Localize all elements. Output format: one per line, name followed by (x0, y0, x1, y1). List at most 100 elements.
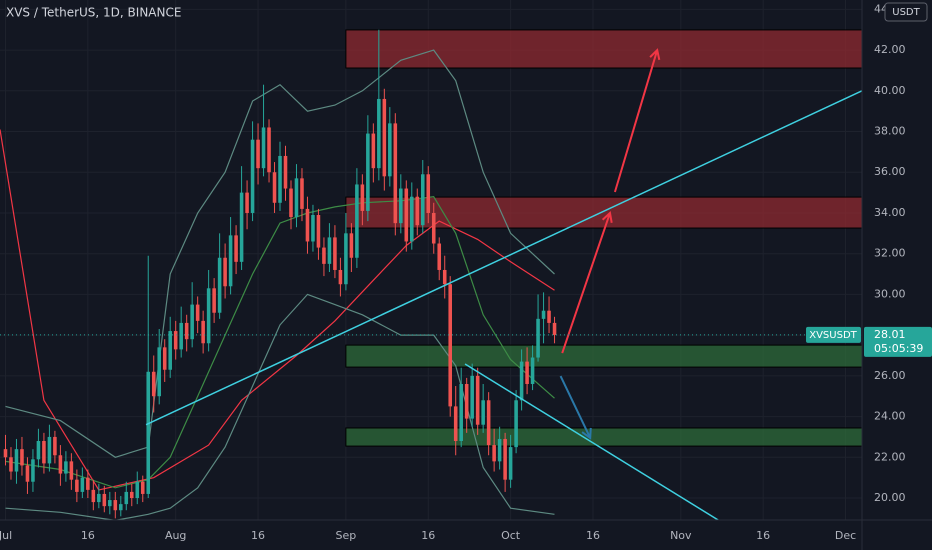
y-tick-label: 32.00 (874, 247, 906, 260)
candle-body (80, 477, 85, 492)
x-tick-label: 16 (251, 529, 265, 542)
candle-body (272, 172, 277, 203)
currency-box (884, 2, 928, 22)
candle-body (195, 304, 200, 321)
candle-body (42, 441, 46, 464)
candle-body (25, 465, 30, 482)
x-tick-label: Oct (501, 529, 521, 542)
candle-body (525, 361, 529, 384)
candle-body (355, 184, 359, 258)
candle-body (552, 322, 557, 335)
y-tick-label: 30.00 (874, 287, 906, 300)
y-tick-label: 36.00 (874, 165, 906, 178)
countdown-label: 05:05:39 (874, 342, 923, 355)
candle-body (108, 500, 112, 507)
candle-body (475, 375, 480, 425)
candle-body (426, 174, 431, 213)
candle-body (382, 98, 387, 177)
candle-body (75, 479, 79, 492)
candle-body (113, 500, 118, 511)
candle-body (20, 449, 24, 466)
candle-body (69, 461, 74, 480)
candle-body (393, 123, 398, 224)
candle-body (338, 269, 343, 285)
candle-body (333, 237, 337, 270)
y-tick-label: 38.00 (874, 125, 906, 138)
x-tick-label: 16 (81, 529, 95, 542)
indicator-line (0, 129, 555, 491)
arrow (613, 48, 661, 193)
price-zone (345, 344, 862, 368)
candle-body (47, 436, 52, 464)
x-tick-label: 16 (586, 529, 600, 542)
candle-body (261, 127, 266, 169)
candle-body (184, 322, 189, 340)
candle-body (217, 257, 222, 313)
candle-body (409, 196, 414, 242)
price-zone (345, 427, 862, 447)
candle-body (388, 123, 392, 177)
candle-body (448, 284, 453, 407)
candle-body (173, 331, 178, 350)
candle-body (245, 192, 249, 213)
candle-body (64, 461, 68, 474)
candle-body (179, 322, 183, 350)
y-tick-label: 42.00 (874, 43, 906, 56)
candle-body (206, 288, 211, 344)
candle-body (289, 188, 293, 218)
candle-body (294, 178, 299, 218)
candle-body (97, 493, 101, 503)
candle-body (316, 215, 321, 248)
trend-line (464, 363, 719, 520)
candle-body (278, 155, 282, 203)
candle-body (305, 208, 310, 242)
candle-body (135, 481, 140, 499)
candle-body (228, 235, 233, 287)
candle-body (541, 310, 546, 319)
trend-line (145, 90, 862, 426)
candle-body (58, 455, 63, 474)
indicator-line (5, 293, 555, 520)
candle-body (366, 133, 370, 211)
candle-body (300, 178, 304, 209)
candle-body (530, 357, 535, 384)
candle-body (459, 383, 463, 442)
candle-body (508, 447, 513, 480)
candle-body (453, 406, 458, 442)
candle-body (377, 98, 381, 169)
x-tick-label: Dec (835, 529, 856, 542)
candle-body (360, 184, 365, 211)
candle-body (190, 304, 194, 340)
x-tick-label: Aug (165, 529, 186, 542)
candle-body (256, 139, 260, 169)
y-tick-label: 40.00 (874, 84, 906, 97)
candle-body (119, 504, 123, 511)
candle-body (486, 400, 491, 446)
candle-body (481, 400, 485, 425)
candle-body (267, 127, 271, 173)
candle-body (519, 361, 524, 401)
candle-body (86, 477, 90, 490)
candle-body (283, 155, 288, 189)
symbol-box (806, 326, 861, 343)
candle-body (91, 489, 96, 503)
y-tick-label: 22.00 (874, 450, 906, 463)
candle-body (3, 449, 8, 458)
candle-body (442, 269, 447, 285)
candle-body (327, 237, 332, 264)
candle-body (399, 188, 403, 224)
candle-body (31, 459, 35, 482)
price-label: 28.01 (874, 328, 906, 341)
candle-body (311, 215, 315, 242)
candle-body (9, 457, 13, 472)
indicator-line (5, 49, 555, 458)
candle-body (250, 139, 255, 213)
candle-body (223, 257, 227, 287)
candle-body (212, 288, 216, 313)
candle-body (234, 235, 238, 262)
currency-label: USDT (892, 7, 920, 18)
candle-body (431, 212, 436, 244)
y-tick-label: 26.00 (874, 369, 906, 382)
